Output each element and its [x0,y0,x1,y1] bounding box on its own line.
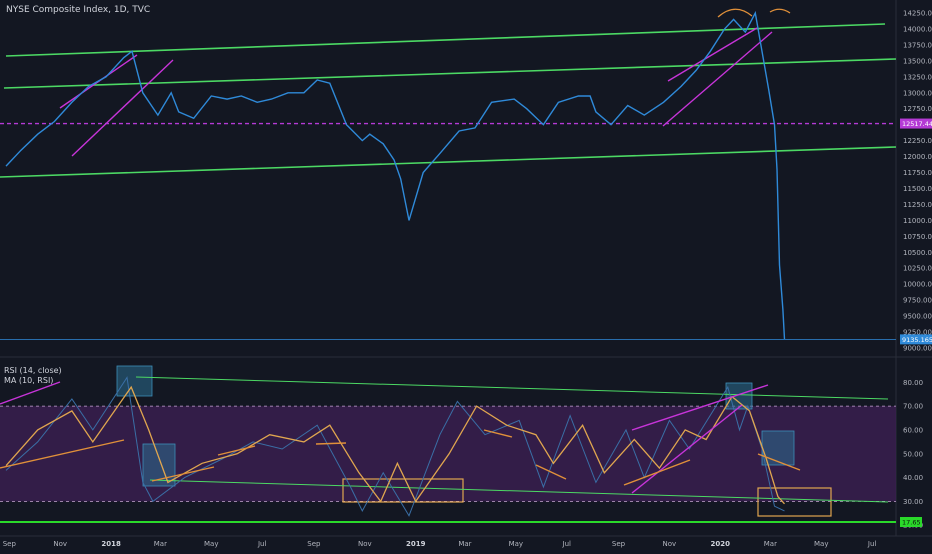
rsi-tick-label: 30.00 [903,498,923,506]
time-tick-label: May [204,540,218,548]
rsi-orange-trendline [151,466,215,482]
rsi-series-line [5,376,785,517]
magenta-trendline [71,59,174,157]
price-tick-label: 10500.000 [903,249,932,257]
time-tick-label: May [509,540,523,548]
channel-trendline [0,146,897,178]
price-tick-label: 13500.000 [903,57,932,65]
time-tick-label: May [814,540,828,548]
magenta-trendline [667,27,758,82]
rsi-magenta-trendline [631,404,743,494]
level-badge-text: 12517.447 [902,120,932,128]
rsi-current-badge [900,517,922,527]
rsi-tick-label: 40.00 [903,474,923,482]
rsi-ma-title: MA (10, RSI) [4,376,54,385]
channel-trendline [3,58,897,89]
price-tick-label: 13000.000 [903,89,932,97]
time-tick-label: 2018 [101,540,121,548]
price-tick-label: 9250.000 [903,329,932,337]
time-tick-label: Jul [867,540,877,548]
current-price-badge-text: 9135.165 [902,336,932,344]
magenta-trendline [662,31,773,127]
price-tick-label: 14250.000 [903,10,932,18]
rsi-highlight-box [116,365,153,397]
time-tick-label: Jul [257,540,267,548]
time-tick-label: Jul [562,540,572,548]
rsi-oversold-box [342,478,464,503]
price-tick-label: 12250.000 [903,137,932,145]
rsi-title: RSI (14, close) [4,366,62,375]
rsi-magenta-trendline [0,381,61,405]
orange-arc-annotation [717,8,753,18]
price-tick-label: 11250.000 [903,201,932,209]
time-tick-label: Sep [612,540,626,548]
time-tick-label: Sep [3,540,17,548]
rsi-orange-trendline [623,459,691,486]
price-tick-label: 13750.000 [903,41,932,49]
time-tick-label: Nov [358,540,372,548]
channel-trendline [5,23,886,57]
rsi-band [0,406,896,502]
rsi-tick-label: 60.00 [903,426,923,434]
orange-arc-annotation [769,8,791,14]
price-tick-label: 9000.000 [903,345,932,353]
rsi-tick-label: 70.00 [903,403,923,411]
price-tick-label: 9500.000 [903,313,932,321]
price-tick-label: 11500.000 [903,185,932,193]
rsi-orange-trendline [757,453,801,471]
price-tick-label: 11750.000 [903,169,932,177]
rsi-orange-trendline [217,445,256,456]
time-tick-label: Mar [764,540,777,548]
time-tick-label: Mar [458,540,471,548]
price-tick-label: 9750.000 [903,297,932,305]
rsi-orange-trendline [483,429,513,438]
rsi-orange-trendline [315,442,347,445]
rsi-trendline [149,479,889,503]
rsi-magenta-trendline [631,384,769,431]
time-tick-label: Mar [154,540,167,548]
time-tick-label: Nov [53,540,67,548]
rsi-highlight-box [761,430,795,466]
price-tick-label: 10250.000 [903,265,932,273]
rsi-current-badge-text: 17.65 [902,519,921,527]
price-tick-label: 14000.000 [903,25,932,33]
price-tick-label: 10000.000 [903,281,932,289]
rsi-trendline [135,376,889,400]
rsi-orange-trendline [0,439,125,469]
price-tick-label: 12750.000 [903,105,932,113]
time-tick-label: Sep [307,540,321,548]
time-tick-label: 2019 [406,540,426,548]
current-price-badge [900,334,932,345]
time-tick-label: 2020 [711,540,731,548]
level-badge [900,118,932,129]
rsi-ma-series-line [5,385,785,505]
rsi-orange-trendline [535,464,567,480]
chart-title: NYSE Composite Index, 1D, TVC [6,5,151,15]
rsi-tick-label: 50.00 [903,450,923,458]
price-tick-label: 13250.000 [903,73,932,81]
price-tick-label: 11000.000 [903,217,932,225]
price-series-line [5,10,786,340]
price-tick-label: 12000.000 [903,153,932,161]
time-tick-label: Nov [663,540,677,548]
rsi-tick-label: 80.00 [903,379,923,387]
price-tick-label: 10750.000 [903,233,932,241]
rsi-oversold-box [757,487,832,517]
